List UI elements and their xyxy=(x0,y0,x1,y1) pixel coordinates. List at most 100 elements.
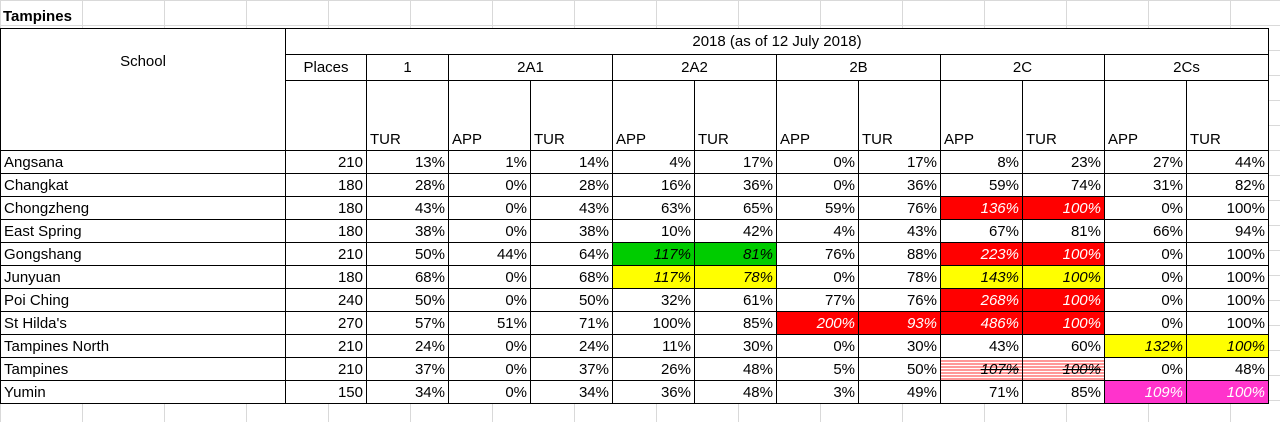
value-cell[interactable]: 100% xyxy=(1186,288,1269,312)
value-cell[interactable]: 36% xyxy=(858,173,941,197)
value-cell[interactable]: 14% xyxy=(530,150,613,174)
value-cell[interactable]: 32% xyxy=(612,288,695,312)
value-cell[interactable]: 30% xyxy=(858,334,941,358)
value-cell[interactable]: 81% xyxy=(694,242,777,266)
value-cell[interactable]: 43% xyxy=(940,334,1023,358)
value-cell[interactable]: 100% xyxy=(1186,311,1269,335)
value-cell[interactable]: 78% xyxy=(858,265,941,289)
value-cell[interactable]: 13% xyxy=(366,150,449,174)
value-cell[interactable]: 50% xyxy=(858,357,941,381)
value-cell[interactable]: 0% xyxy=(448,288,531,312)
places-cell[interactable]: 210 xyxy=(285,334,367,358)
value-cell[interactable]: 50% xyxy=(366,288,449,312)
places-cell[interactable]: 210 xyxy=(285,357,367,381)
value-cell[interactable]: 4% xyxy=(776,219,859,243)
value-cell[interactable]: 0% xyxy=(448,196,531,220)
value-cell[interactable]: 100% xyxy=(1186,380,1269,404)
value-cell[interactable]: 37% xyxy=(530,357,613,381)
value-cell[interactable]: 0% xyxy=(776,334,859,358)
value-cell[interactable]: 67% xyxy=(940,219,1023,243)
school-name-cell[interactable]: Angsana xyxy=(0,150,286,174)
value-cell[interactable]: 117% xyxy=(612,265,695,289)
value-cell[interactable]: 76% xyxy=(858,288,941,312)
places-cell[interactable]: 240 xyxy=(285,288,367,312)
value-cell[interactable]: 63% xyxy=(612,196,695,220)
value-cell[interactable]: 74% xyxy=(1022,173,1105,197)
value-cell[interactable]: 94% xyxy=(1186,219,1269,243)
value-cell[interactable]: 51% xyxy=(448,311,531,335)
school-name-cell[interactable]: Chongzheng xyxy=(0,196,286,220)
value-cell[interactable]: 37% xyxy=(366,357,449,381)
value-cell[interactable]: 100% xyxy=(1022,196,1105,220)
value-cell[interactable]: 36% xyxy=(612,380,695,404)
places-cell[interactable]: 180 xyxy=(285,219,367,243)
value-cell[interactable]: 60% xyxy=(1022,334,1105,358)
value-cell[interactable]: 44% xyxy=(1186,150,1269,174)
value-cell[interactable]: 26% xyxy=(612,357,695,381)
value-cell[interactable]: 64% xyxy=(530,242,613,266)
value-cell[interactable]: 132% xyxy=(1104,334,1187,358)
value-cell[interactable]: 24% xyxy=(366,334,449,358)
value-cell[interactable]: 24% xyxy=(530,334,613,358)
value-cell[interactable]: 85% xyxy=(1022,380,1105,404)
value-cell[interactable]: 27% xyxy=(1104,150,1187,174)
value-cell[interactable]: 50% xyxy=(530,288,613,312)
value-cell[interactable]: 8% xyxy=(940,150,1023,174)
value-cell[interactable]: 1% xyxy=(448,150,531,174)
places-cell[interactable]: 210 xyxy=(285,150,367,174)
value-cell[interactable]: 44% xyxy=(448,242,531,266)
value-cell[interactable]: 0% xyxy=(448,334,531,358)
value-cell[interactable]: 100% xyxy=(1186,196,1269,220)
value-cell[interactable]: 59% xyxy=(940,173,1023,197)
value-cell[interactable]: 31% xyxy=(1104,173,1187,197)
value-cell[interactable]: 200% xyxy=(776,311,859,335)
value-cell[interactable]: 0% xyxy=(448,265,531,289)
value-cell[interactable]: 0% xyxy=(1104,357,1187,381)
school-name-cell[interactable]: Poi Ching xyxy=(0,288,286,312)
value-cell[interactable]: 100% xyxy=(1186,334,1269,358)
places-cell[interactable]: 180 xyxy=(285,265,367,289)
places-cell[interactable]: 150 xyxy=(285,380,367,404)
value-cell[interactable]: 78% xyxy=(694,265,777,289)
value-cell[interactable]: 0% xyxy=(448,380,531,404)
value-cell[interactable]: 223% xyxy=(940,242,1023,266)
value-cell[interactable]: 0% xyxy=(1104,242,1187,266)
places-cell[interactable]: 180 xyxy=(285,173,367,197)
value-cell[interactable]: 5% xyxy=(776,357,859,381)
value-cell[interactable]: 3% xyxy=(776,380,859,404)
value-cell[interactable]: 0% xyxy=(776,150,859,174)
school-name-cell[interactable]: Gongshang xyxy=(0,242,286,266)
value-cell[interactable]: 34% xyxy=(366,380,449,404)
value-cell[interactable]: 43% xyxy=(858,219,941,243)
value-cell[interactable]: 107% xyxy=(940,357,1023,381)
value-cell[interactable]: 0% xyxy=(448,173,531,197)
value-cell[interactable]: 71% xyxy=(530,311,613,335)
value-cell[interactable]: 36% xyxy=(694,173,777,197)
value-cell[interactable]: 59% xyxy=(776,196,859,220)
value-cell[interactable]: 17% xyxy=(858,150,941,174)
value-cell[interactable]: 66% xyxy=(1104,219,1187,243)
value-cell[interactable]: 48% xyxy=(694,357,777,381)
value-cell[interactable]: 100% xyxy=(1022,357,1105,381)
value-cell[interactable]: 109% xyxy=(1104,380,1187,404)
value-cell[interactable]: 43% xyxy=(366,196,449,220)
value-cell[interactable]: 82% xyxy=(1186,173,1269,197)
value-cell[interactable]: 77% xyxy=(776,288,859,312)
value-cell[interactable]: 65% xyxy=(694,196,777,220)
value-cell[interactable]: 10% xyxy=(612,219,695,243)
value-cell[interactable]: 11% xyxy=(612,334,695,358)
school-name-cell[interactable]: Tampines North xyxy=(0,334,286,358)
value-cell[interactable]: 68% xyxy=(366,265,449,289)
value-cell[interactable]: 16% xyxy=(612,173,695,197)
school-name-cell[interactable]: East Spring xyxy=(0,219,286,243)
value-cell[interactable]: 61% xyxy=(694,288,777,312)
value-cell[interactable]: 49% xyxy=(858,380,941,404)
value-cell[interactable]: 28% xyxy=(530,173,613,197)
value-cell[interactable]: 0% xyxy=(776,173,859,197)
places-cell[interactable]: 210 xyxy=(285,242,367,266)
value-cell[interactable]: 0% xyxy=(448,219,531,243)
value-cell[interactable]: 0% xyxy=(1104,288,1187,312)
value-cell[interactable]: 117% xyxy=(612,242,695,266)
value-cell[interactable]: 23% xyxy=(1022,150,1105,174)
value-cell[interactable]: 71% xyxy=(940,380,1023,404)
